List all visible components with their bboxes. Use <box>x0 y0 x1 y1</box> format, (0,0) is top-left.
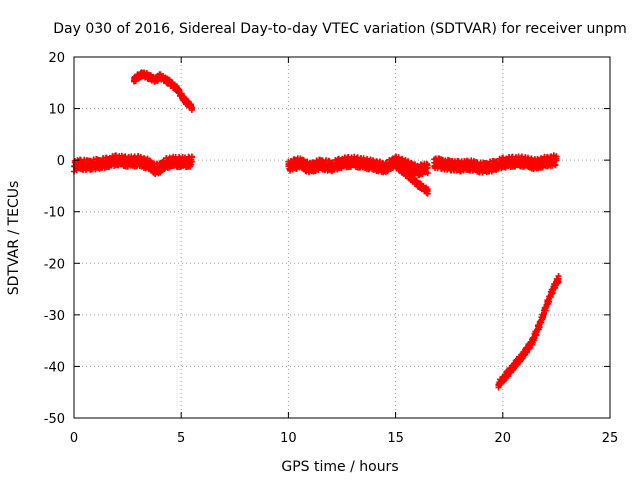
x-tick-label: 25 <box>602 431 619 446</box>
data-series <box>71 152 195 178</box>
data-series <box>431 152 560 176</box>
data-point <box>546 298 553 305</box>
data-point <box>533 331 540 338</box>
x-tick-label: 20 <box>495 431 512 446</box>
data-point <box>424 162 431 169</box>
data-point <box>555 273 562 280</box>
grid-layer <box>74 57 610 418</box>
tick-label-layer: 0 5 10 15 20 25 20 10 0 -10 -20 -30 -40 -50 <box>44 51 619 446</box>
data-point <box>542 307 549 314</box>
data-point <box>536 324 543 331</box>
y-tick-label: 20 <box>48 51 65 66</box>
y-tick-label: -30 <box>44 309 65 324</box>
data-layer <box>71 69 562 391</box>
data-point <box>552 162 559 169</box>
data-point <box>555 278 562 285</box>
x-tick-label: 10 <box>280 431 297 446</box>
data-point <box>424 186 431 193</box>
data-point <box>540 313 547 320</box>
data-point <box>423 161 430 168</box>
data-point <box>405 158 412 165</box>
data-point <box>552 284 559 291</box>
tick-layer <box>73 56 611 419</box>
y-tick-label: -40 <box>44 360 65 375</box>
x-tick-label: 15 <box>387 431 404 446</box>
plot-frame <box>73 56 611 419</box>
data-point <box>540 310 547 317</box>
data-point <box>147 157 154 164</box>
data-series <box>131 69 195 113</box>
y-axis-label: SDTVAR / TECUs <box>6 181 22 296</box>
data-point <box>176 86 183 93</box>
data-point <box>523 348 530 355</box>
data-point <box>424 170 431 177</box>
data-point <box>538 319 545 326</box>
y-tick-label: -10 <box>44 206 65 221</box>
data-series <box>495 273 562 391</box>
x-tick-label: 0 <box>70 431 78 446</box>
data-point <box>549 289 556 296</box>
x-axis-label: GPS time / hours <box>281 459 398 475</box>
chart-title: Day 030 of 2016, Sidereal Day-to-day VTE… <box>53 21 627 37</box>
x-tick-label: 5 <box>177 431 185 446</box>
y-tick-label: 0 <box>57 154 65 169</box>
data-point <box>188 161 195 168</box>
data-series <box>392 159 431 197</box>
y-tick-label: 10 <box>48 103 65 118</box>
data-point <box>551 161 558 168</box>
y-tick-label: -50 <box>44 412 65 427</box>
y-tick-label: -20 <box>44 257 65 272</box>
data-point <box>188 106 195 113</box>
data-point <box>553 153 560 160</box>
data-point <box>188 153 195 160</box>
data-point <box>547 293 554 300</box>
